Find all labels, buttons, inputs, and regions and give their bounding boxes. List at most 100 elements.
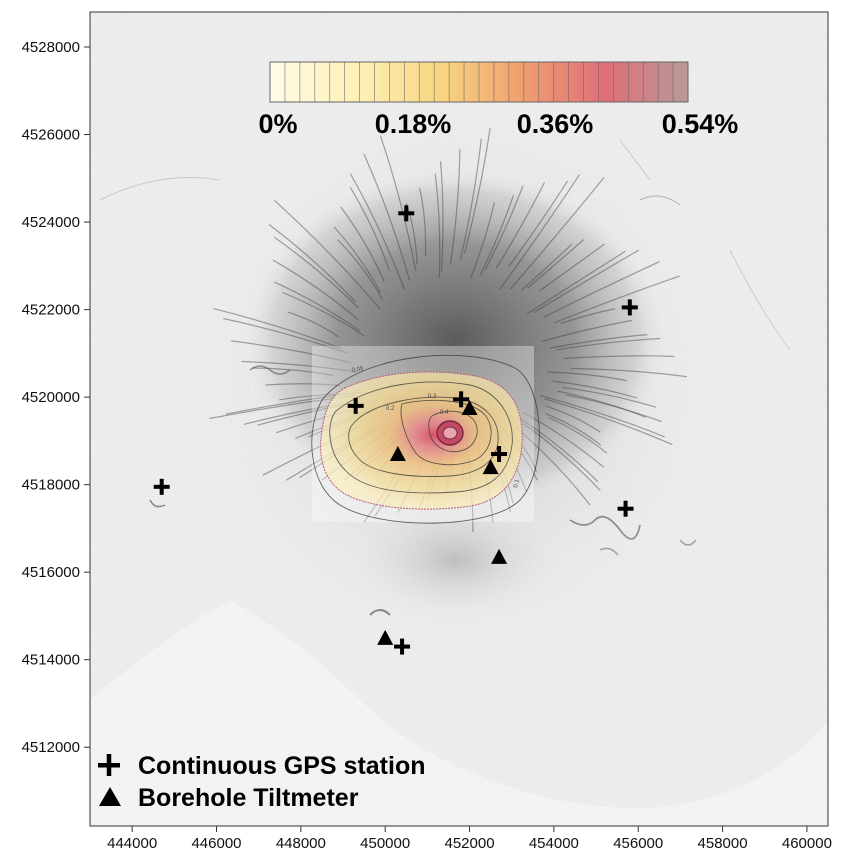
legend: Continuous GPS station Borehole Tiltmete… <box>98 752 426 812</box>
x-tick-label: 450000 <box>360 835 410 850</box>
terrain-ridge <box>273 236 360 309</box>
terrain-ridge <box>213 308 342 350</box>
x-tick-label: 460000 <box>782 835 832 850</box>
terrain-ridge <box>570 367 688 378</box>
terrain-ridge <box>545 405 601 433</box>
terrain-ridge <box>552 380 638 399</box>
x-tick-label: 456000 <box>613 835 663 850</box>
markers-layer <box>153 205 638 655</box>
gps-station-marker <box>617 500 634 517</box>
terrain-ridge <box>419 187 427 257</box>
terrain-ridge <box>548 416 608 454</box>
gps-station-marker <box>394 638 411 655</box>
terrain-ridge <box>521 419 599 483</box>
contour-label: 0.4 <box>440 410 449 416</box>
tiltmeter-legend-label: Borehole Tiltmeter <box>138 784 359 812</box>
colorbar-label-2: 0.36% <box>517 109 594 139</box>
y-tick-label: 4528000 <box>22 39 80 56</box>
terrain-ridge <box>469 202 495 280</box>
plot-frame <box>89 11 829 827</box>
colorbar-label-0: 0% <box>258 109 297 139</box>
x-axis: 444000 446000 448000 450000 452000 454000 4560… <box>107 826 832 850</box>
terrain-ridge <box>252 367 334 377</box>
tiltmeter-marker <box>482 459 499 475</box>
terrain-ridge <box>539 394 665 438</box>
terrain-ridge <box>557 390 647 418</box>
gps-station-marker <box>153 478 170 495</box>
terrain-ridge <box>273 199 381 310</box>
terrain-ridge <box>434 173 441 278</box>
terrain-ridge <box>543 261 660 318</box>
contour-0.1 <box>329 381 513 494</box>
contour-label: 0.1 <box>513 478 521 488</box>
terrain-ridge <box>337 239 383 300</box>
terrain-ridge <box>499 174 581 291</box>
terrain-ridge <box>546 371 627 382</box>
deformation-field <box>320 371 523 510</box>
tiltmeter-marker <box>461 400 478 416</box>
x-tick-label: 458000 <box>698 835 748 850</box>
terrain-ridge <box>523 423 601 491</box>
terrain-ridge <box>526 250 626 315</box>
terrain-ridge <box>519 430 591 506</box>
terrain-ridge <box>484 185 524 271</box>
tiltmeter-marker <box>377 629 394 645</box>
terrain-ridge <box>272 259 359 321</box>
terrain-ridge <box>274 281 361 332</box>
contour-label-group: 0.05 0.1 0.2 0.3 0.4 <box>351 366 521 489</box>
terrain-ridge <box>349 186 391 271</box>
y-tick-label: 4514000 <box>22 652 80 669</box>
x-tick-label: 446000 <box>191 835 241 850</box>
terrain-ridge <box>538 243 605 292</box>
y-tick-label: 4524000 <box>22 214 80 231</box>
terrain-ridge <box>449 149 461 266</box>
terrain-ridge <box>544 398 673 446</box>
terrain-ridge <box>533 249 640 314</box>
terrain-ridge <box>565 394 662 423</box>
gps-station-marker <box>491 446 508 463</box>
terrain-ridge <box>363 153 411 281</box>
contour-0.05 <box>311 354 540 524</box>
y-tick-label: 4518000 <box>22 477 80 494</box>
contour-0.2 <box>348 396 499 477</box>
y-tick-label: 4520000 <box>22 389 80 406</box>
terrain-ridge <box>520 243 573 291</box>
terrain-ridge <box>268 224 357 303</box>
terrain-ridge <box>549 334 648 349</box>
colorbar-label-3: 0.54% <box>662 109 739 139</box>
x-tick-label: 454000 <box>529 835 579 850</box>
terrain-ridge <box>463 127 491 254</box>
gps-station-legend-icon <box>98 754 120 776</box>
terrain-ridge <box>333 226 381 293</box>
terrain-ridge <box>562 386 657 408</box>
terrain-ridge <box>231 340 352 364</box>
terrain-ridge <box>439 161 444 272</box>
tiltmeter-marker <box>389 446 406 462</box>
gps-station-marker <box>398 205 415 222</box>
y-tick-label: 4526000 <box>22 127 80 144</box>
y-tick-label: 4516000 <box>22 564 80 581</box>
terrain-ridge <box>459 138 482 260</box>
gps-station-marker <box>453 391 470 408</box>
terrain-ridge <box>509 177 605 290</box>
contour-label: 0.2 <box>386 406 395 412</box>
contour-label: 0.05 <box>351 366 364 374</box>
gps-station-marker <box>347 397 364 414</box>
terrain-ridge <box>379 135 417 272</box>
terrain-ridge <box>495 182 546 269</box>
terrain-ridge <box>265 383 340 387</box>
x-tick-label: 452000 <box>445 835 495 850</box>
terrain-ridge <box>223 317 347 354</box>
terrain-ridge <box>282 291 365 337</box>
contour-0.3 <box>400 399 492 466</box>
terrain-ridge <box>556 337 661 351</box>
tiltmeter-legend-icon <box>99 787 121 806</box>
terrain-ridge <box>527 239 585 289</box>
x-tick-label: 448000 <box>276 835 326 850</box>
terrain-ridge <box>287 311 339 338</box>
terrain-ridge <box>523 412 605 468</box>
terrain-ridge <box>507 180 568 268</box>
terrain-ridge <box>545 412 602 446</box>
contour-lines <box>311 354 540 524</box>
